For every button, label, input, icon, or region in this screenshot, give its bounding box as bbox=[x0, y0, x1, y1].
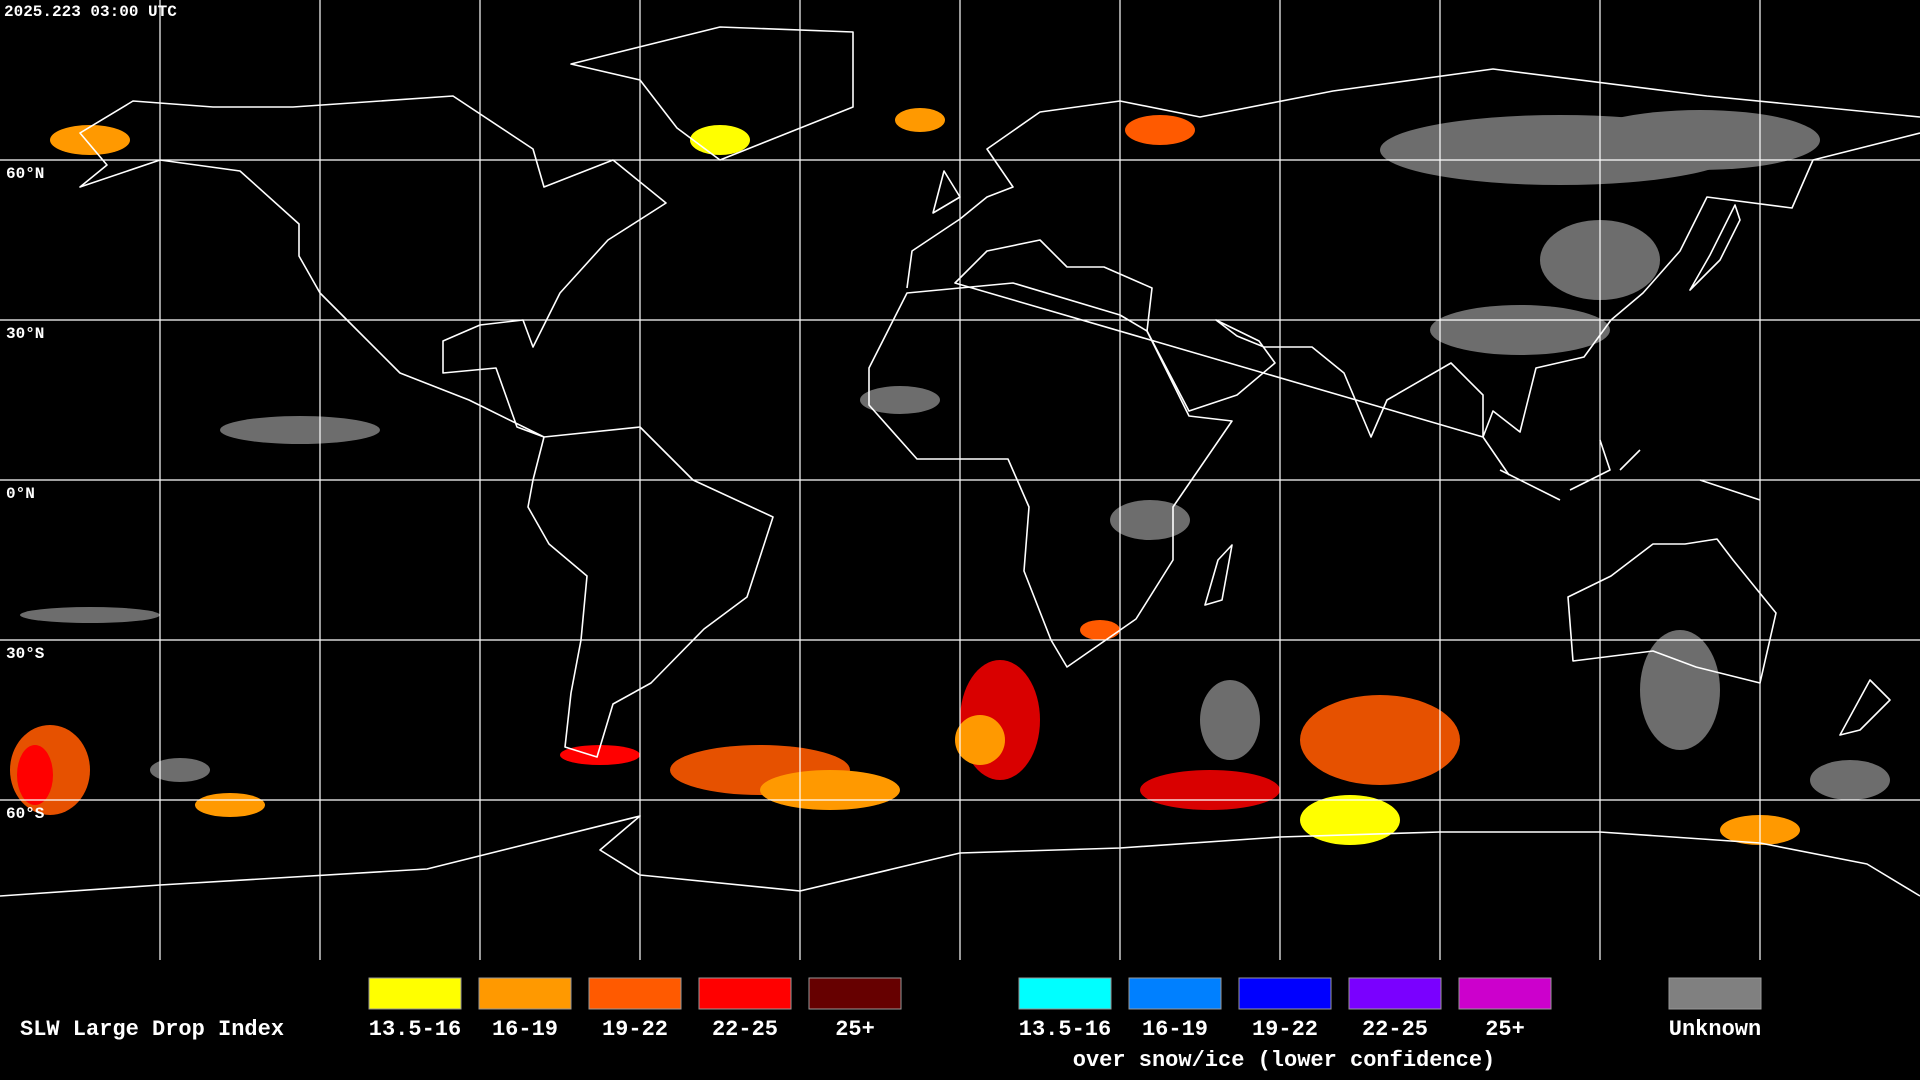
legend-label: 25+ bbox=[1485, 1017, 1525, 1042]
legend-swatch bbox=[588, 977, 682, 1010]
north-america bbox=[79, 95, 667, 438]
legend-swatch bbox=[478, 977, 572, 1010]
madagascar bbox=[1204, 544, 1233, 606]
legend-swatch bbox=[1458, 977, 1552, 1010]
legend-label: 22-25 bbox=[1362, 1017, 1428, 1042]
legend-label: 13.5-16 bbox=[369, 1017, 461, 1042]
legend-swatch bbox=[1128, 977, 1222, 1010]
snow-note: over snow/ice (lower confidence) bbox=[1073, 1048, 1495, 1073]
indonesia bbox=[1499, 439, 1761, 501]
legend-swatch bbox=[1018, 977, 1112, 1010]
legend: 13.5-16 16-19 19-22 22-25 25+ 13.5-16 16-19 19-… bbox=[368, 977, 1762, 1042]
latitude-label: 60°N bbox=[6, 165, 44, 183]
japan bbox=[1689, 204, 1741, 291]
legend-panel bbox=[0, 960, 1920, 1080]
latitude-label: 60°S bbox=[6, 805, 45, 823]
legend-swatch bbox=[808, 977, 902, 1010]
latitude-label: 30°S bbox=[6, 645, 45, 663]
latitude-label: 0°N bbox=[6, 485, 35, 503]
legend-label: 25+ bbox=[835, 1017, 875, 1042]
africa bbox=[868, 282, 1233, 668]
legend-swatch bbox=[1238, 977, 1332, 1010]
timestamp: 2025.223 03:00 UTC bbox=[4, 3, 177, 21]
legend-label: 19-22 bbox=[602, 1017, 668, 1042]
latitude-label: 30°N bbox=[6, 325, 44, 343]
legend-label: 22-25 bbox=[712, 1017, 778, 1042]
legend-swatch bbox=[1668, 977, 1762, 1010]
graticule: 60°N 30°N 0°N 30°S 60°S bbox=[0, 0, 1920, 960]
legend-swatch bbox=[1348, 977, 1442, 1010]
greenland bbox=[570, 26, 854, 161]
legend-label: 16-19 bbox=[1142, 1017, 1208, 1042]
legend-label: 16-19 bbox=[492, 1017, 558, 1042]
legend-swatch bbox=[368, 977, 462, 1010]
legend-label: 13.5-16 bbox=[1019, 1017, 1111, 1042]
legend-title: SLW Large Drop Index bbox=[20, 1017, 284, 1042]
australia bbox=[1567, 538, 1777, 684]
legend-label: 19-22 bbox=[1252, 1017, 1318, 1042]
british-isles bbox=[932, 170, 961, 214]
legend-swatch bbox=[698, 977, 792, 1010]
south-america bbox=[527, 426, 774, 758]
new-zealand bbox=[1839, 679, 1891, 736]
legend-label: Unknown bbox=[1669, 1017, 1761, 1042]
